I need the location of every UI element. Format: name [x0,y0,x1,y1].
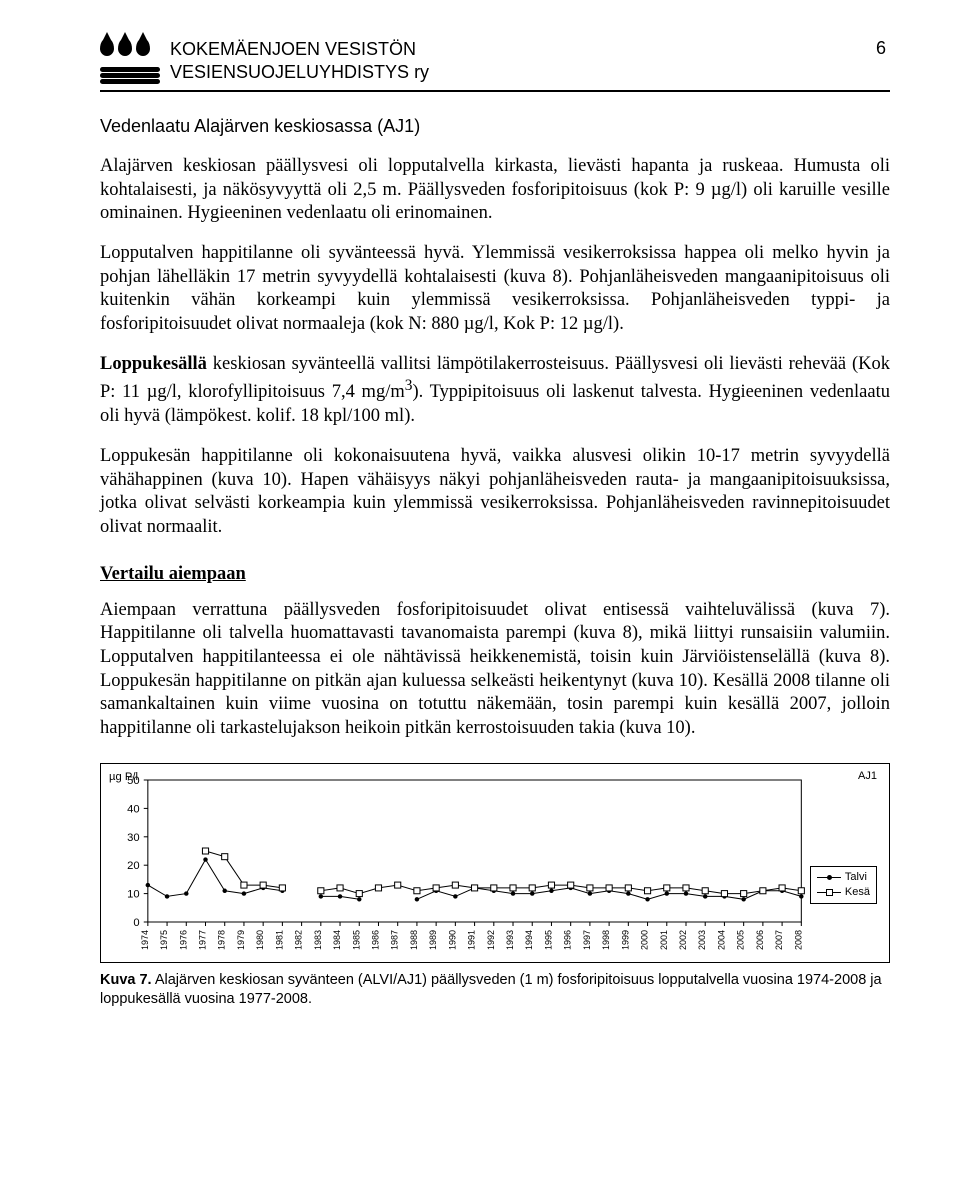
page-number: 6 [876,38,886,59]
svg-text:2008: 2008 [793,930,803,950]
svg-text:1986: 1986 [370,930,380,950]
legend-label-talvi: Talvi [845,870,867,885]
svg-text:1975: 1975 [159,930,169,950]
svg-text:1978: 1978 [217,930,227,950]
legend-marker-dot-icon [817,877,841,878]
page-root: KOKEMÄENJOEN VESISTÖN VESIENSUOJELUYHDIS… [0,0,960,1050]
svg-text:1974: 1974 [140,930,150,950]
caption-text: Alajärven keskiosan syvänteen (ALVI/AJ1)… [100,972,882,1008]
section-heading: Vedenlaatu Alajärven keskiosassa (AJ1) [100,116,890,137]
paragraph-5: Aiempaan verrattuna päällysveden fosfori… [100,599,890,741]
svg-text:1993: 1993 [505,930,515,950]
svg-text:2005: 2005 [736,930,746,950]
figure-caption: Kuva 7. Alajärven keskiosan syvänteen (A… [100,971,890,1010]
chart-container: AJ1 Talvi Kesä 01020304050µg P/l19741975… [100,763,890,963]
svg-text:30: 30 [127,831,139,843]
header-rule [100,90,890,92]
svg-text:1983: 1983 [313,930,323,950]
svg-text:2007: 2007 [774,930,784,950]
svg-text:1985: 1985 [351,930,361,950]
paragraph-1: Alajärven keskiosan päällysvesi oli lopp… [100,155,890,226]
caption-bold: Kuva 7. [100,972,152,988]
svg-text:1992: 1992 [486,930,496,950]
svg-text:1976: 1976 [178,930,188,950]
svg-text:µg P/l: µg P/l [109,771,138,783]
svg-text:1999: 1999 [620,930,630,950]
svg-text:1982: 1982 [294,930,304,950]
svg-text:1987: 1987 [390,930,400,950]
svg-text:1989: 1989 [428,930,438,950]
svg-text:2006: 2006 [755,930,765,950]
org-line1: KOKEMÄENJOEN VESISTÖN [170,38,429,61]
svg-text:1981: 1981 [274,930,284,950]
svg-text:2004: 2004 [716,930,726,950]
chart-plot-area: AJ1 Talvi Kesä 01020304050µg P/l19741975… [107,770,883,956]
org-name: KOKEMÄENJOEN VESISTÖN VESIENSUOJELUYHDIS… [170,38,429,83]
chart-svg: 01020304050µg P/l19741975197619771978197… [107,770,883,956]
legend-marker-square-icon [817,892,841,893]
paragraph-2: Lopputalven happitilanne oli syvänteessä… [100,242,890,337]
svg-text:40: 40 [127,803,139,815]
org-line2: VESIENSUOJELUYHDISTYS ry [170,61,429,84]
svg-text:2000: 2000 [639,930,649,950]
legend-row-talvi: Talvi [817,870,870,885]
legend-row-kesa: Kesä [817,885,870,900]
paragraph-3: Loppukesällä keskiosan syvänteellä valli… [100,353,890,429]
svg-text:0: 0 [133,917,139,929]
svg-text:1997: 1997 [582,930,592,950]
svg-text:2003: 2003 [697,930,707,950]
comparison-heading: Vertailu aiempaan [100,564,890,585]
svg-text:1995: 1995 [543,930,553,950]
svg-text:1979: 1979 [236,930,246,950]
svg-text:1988: 1988 [409,930,419,950]
svg-text:1984: 1984 [332,930,342,950]
svg-text:1990: 1990 [447,930,457,950]
svg-text:1994: 1994 [524,930,534,950]
legend-label-kesa: Kesä [845,885,870,900]
svg-text:1996: 1996 [563,930,573,950]
logo-waves-icon [100,38,160,84]
svg-text:10: 10 [127,888,139,900]
svg-text:1998: 1998 [601,930,611,950]
svg-text:2001: 2001 [659,930,669,950]
paragraph-4: Loppukesän happitilanne oli kokonaisuute… [100,445,890,540]
chart-label-right: AJ1 [858,770,877,782]
svg-text:2002: 2002 [678,930,688,950]
svg-text:1977: 1977 [197,930,207,950]
svg-text:1980: 1980 [255,930,265,950]
svg-text:20: 20 [127,860,139,872]
svg-text:1991: 1991 [466,930,476,950]
chart-legend: Talvi Kesä [810,866,877,905]
page-header: KOKEMÄENJOEN VESISTÖN VESIENSUOJELUYHDIS… [100,38,890,84]
header-left: KOKEMÄENJOEN VESISTÖN VESIENSUOJELUYHDIS… [100,38,429,84]
